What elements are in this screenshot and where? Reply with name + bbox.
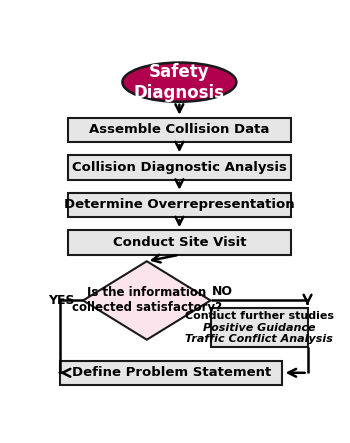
- Text: Conduct Site Visit: Conduct Site Visit: [113, 236, 246, 249]
- FancyBboxPatch shape: [211, 308, 308, 347]
- Text: Define Problem Statement: Define Problem Statement: [72, 366, 271, 379]
- Text: YES: YES: [48, 294, 75, 307]
- Text: NO: NO: [212, 285, 233, 299]
- Text: Is the information
collected satisfactory?: Is the information collected satisfactor…: [72, 287, 222, 315]
- Text: Conduct further studies: Conduct further studies: [185, 311, 334, 321]
- Text: Traffic Conflict Analysis: Traffic Conflict Analysis: [186, 334, 333, 344]
- Text: Determine Overrepresentation: Determine Overrepresentation: [64, 198, 295, 211]
- Ellipse shape: [122, 62, 236, 102]
- Text: Assemble Collision Data: Assemble Collision Data: [89, 124, 270, 136]
- Text: Positive Guidance: Positive Guidance: [203, 323, 316, 333]
- Polygon shape: [83, 261, 211, 340]
- FancyBboxPatch shape: [60, 361, 282, 385]
- FancyBboxPatch shape: [68, 118, 290, 142]
- Text: Safety
Diagnosis: Safety Diagnosis: [134, 63, 225, 101]
- FancyBboxPatch shape: [68, 193, 290, 217]
- FancyBboxPatch shape: [68, 155, 290, 180]
- FancyBboxPatch shape: [68, 230, 290, 255]
- Text: Collision Diagnostic Analysis: Collision Diagnostic Analysis: [72, 161, 287, 174]
